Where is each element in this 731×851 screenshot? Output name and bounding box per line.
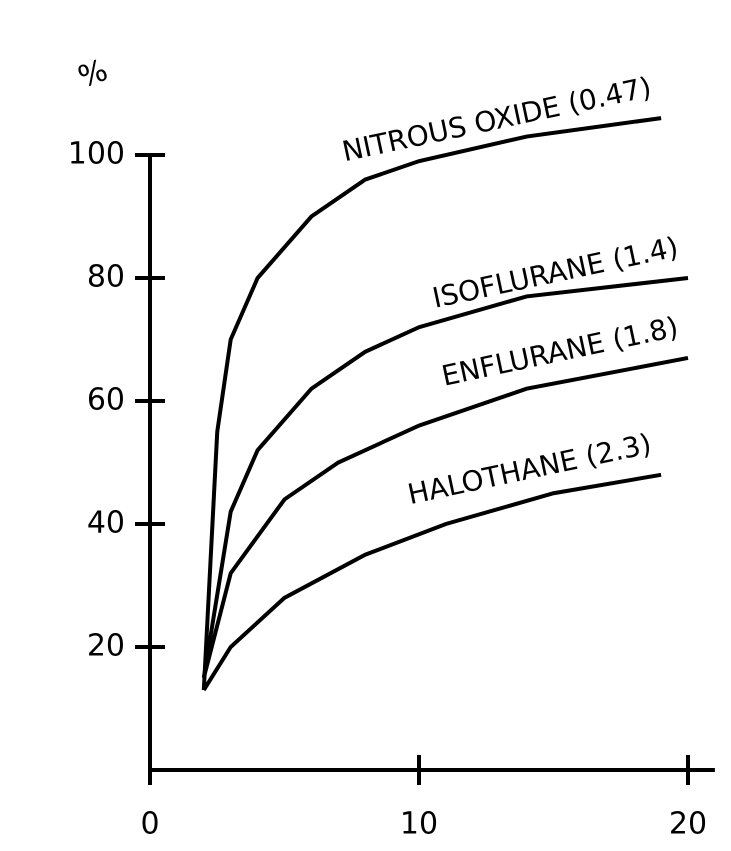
series-line: [201, 355, 689, 679]
series-label: ISOFLURANE (1.4): [429, 230, 681, 314]
y-axis-label: %: [74, 53, 113, 96]
series-line: [202, 472, 662, 692]
y-tick-label: 60: [87, 383, 125, 418]
y-tick-label: 20: [87, 629, 125, 664]
x-tick-label: 0: [140, 807, 159, 842]
y-tick-label: 40: [87, 506, 125, 541]
series-line: [201, 276, 689, 679]
y-tick-label: 100: [68, 137, 125, 172]
y-tick-label: 80: [87, 260, 125, 295]
x-tick-label: 20: [669, 807, 707, 842]
series-label: NITROUS OXIDE (0.47): [339, 70, 654, 168]
series-line: [201, 116, 662, 691]
x-tick-label: 10: [400, 807, 438, 842]
